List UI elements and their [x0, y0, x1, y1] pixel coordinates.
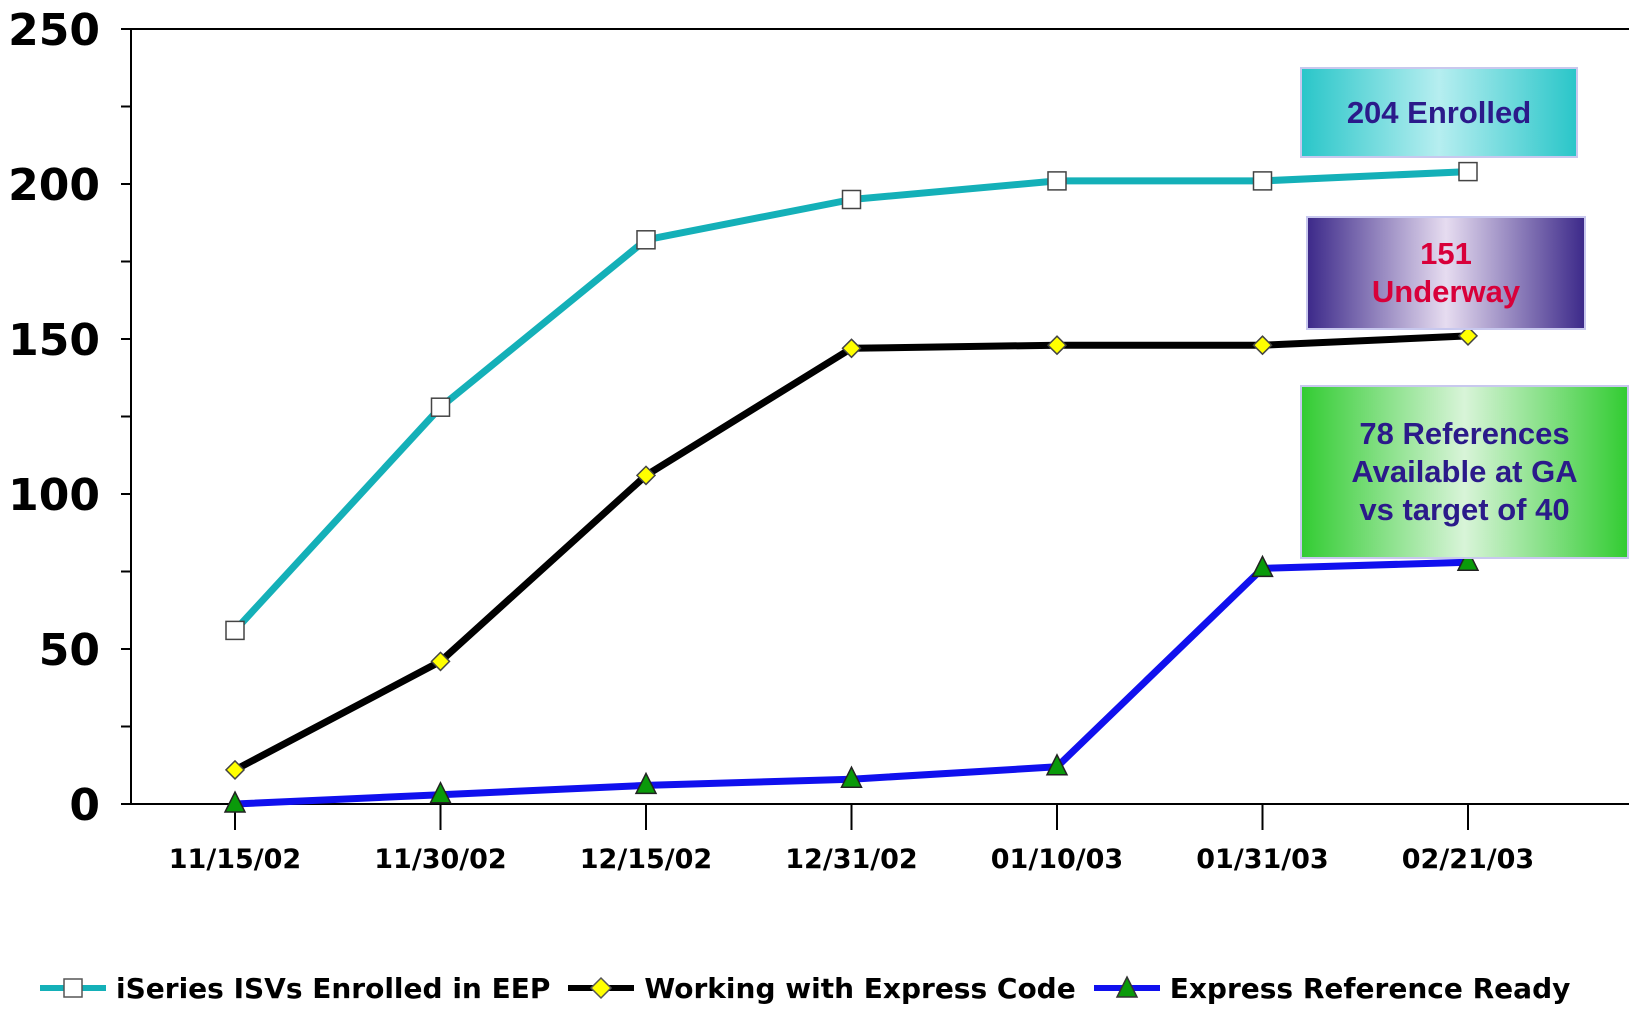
annotation-underway-line-1: 151: [1420, 236, 1472, 271]
legend-label-reference: Express Reference Ready: [1169, 971, 1571, 1005]
y-axis-tick-labels: 0 50 100 150 200 250: [8, 5, 100, 831]
x-tick-label: 02/21/03: [1402, 844, 1534, 875]
data-point-diamond: [635, 465, 657, 486]
data-point-triangle: [840, 765, 863, 788]
annotation-references: 78 References Available at GA vs target …: [1300, 385, 1629, 559]
legend-label-enrolled: iSeries ISVs Enrolled in EEP: [116, 971, 551, 1005]
series-line-1: [232, 168, 1469, 633]
annotation-underway: 151 Underway: [1306, 216, 1586, 330]
x-tick-label: 12/15/02: [580, 844, 712, 875]
legend-item-working: Working with Express Code: [568, 971, 1076, 1005]
data-point-diamond: [224, 759, 246, 780]
data-point-diamond: [1252, 335, 1273, 356]
data-point-triangle: [634, 771, 658, 795]
y-tick-label: 50: [39, 625, 100, 676]
x-tick-label: 11/30/02: [374, 844, 506, 875]
diamond-marker-icon: [568, 976, 635, 1000]
chart-axes: [121, 28, 1629, 830]
legend-item-reference: Express Reference Ready: [1093, 971, 1571, 1005]
x-axis-tick-labels: 11/15/02 11/30/02 12/15/02 12/31/02 01/10/03…: [169, 844, 1534, 875]
data-point-triangle: [1045, 753, 1069, 776]
y-tick-label: 100: [8, 470, 100, 521]
data-point-square: [1252, 171, 1273, 191]
annotation-references-line-2: Available at GA: [1351, 454, 1578, 489]
data-point-square: [1047, 171, 1067, 191]
triangle-marker-icon: [1093, 975, 1160, 998]
x-tick-label: 01/31/03: [1196, 844, 1328, 875]
annotation-underway-line-2: Underway: [1371, 274, 1521, 309]
data-point-diamond: [1457, 325, 1479, 346]
data-point-square: [430, 397, 451, 417]
annotation-references-line-3: vs target of 40: [1359, 492, 1570, 527]
data-point-square: [1458, 161, 1478, 182]
data-point-square: [841, 189, 862, 210]
y-tick-label: 150: [8, 315, 100, 366]
legend-item-enrolled: iSeries ISVs Enrolled in EEP: [40, 972, 550, 1005]
y-tick-label: 200: [8, 160, 100, 211]
annotation-enrolled-line-1: 204 Enrolled: [1346, 94, 1532, 130]
annotation-references-line-1: 78 References: [1359, 416, 1570, 451]
series-line-2: [233, 332, 1469, 773]
chart-legend: iSeries ISVs Enrolled in EEP Working wit…: [40, 968, 1570, 1008]
data-point-diamond: [430, 651, 451, 672]
data-point-square: [636, 230, 656, 250]
x-tick-label: 12/31/02: [785, 844, 917, 875]
data-point-square: [225, 620, 245, 641]
data-point-triangle: [1251, 554, 1274, 578]
square-marker-icon: [40, 978, 106, 998]
series-lines: [232, 168, 1469, 808]
x-tick-label: 11/15/02: [169, 844, 301, 875]
y-tick-label: 250: [8, 5, 100, 56]
data-point-diamond: [1046, 335, 1068, 356]
data-point-triangle: [1456, 548, 1480, 571]
annotation-enrolled: 204 Enrolled: [1300, 67, 1578, 158]
y-tick-label: 0: [69, 780, 100, 831]
data-point-diamond: [841, 338, 862, 359]
x-tick-label: 01/10/03: [991, 844, 1123, 875]
series-markers: [223, 161, 1480, 813]
legend-label-working: Working with Express Code: [644, 971, 1076, 1005]
data-point-triangle: [223, 790, 247, 813]
data-point-triangle: [429, 781, 452, 804]
